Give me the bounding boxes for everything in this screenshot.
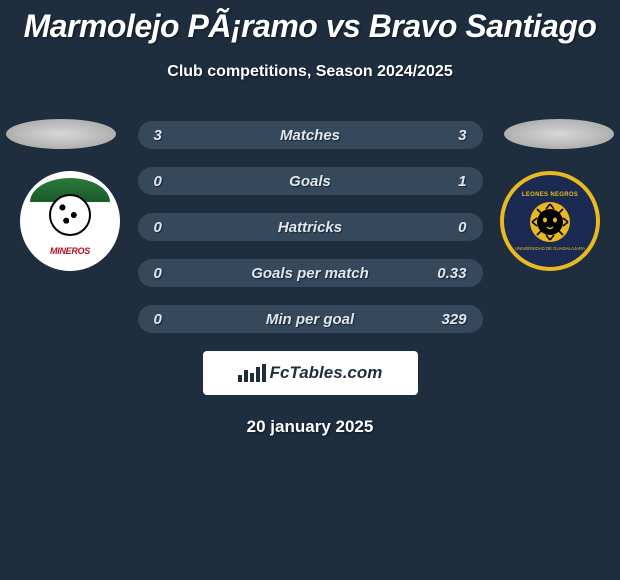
- stat-right-value: 3: [427, 127, 467, 144]
- right-shadow-ellipse: [504, 119, 614, 149]
- fctables-text: FcTables.com: [270, 363, 383, 383]
- stat-row: 0 Hattricks 0: [138, 213, 483, 241]
- stat-label: Hattricks: [278, 219, 342, 236]
- stat-label: Goals: [289, 173, 331, 190]
- stat-left-value: 3: [154, 127, 194, 144]
- leones-logo: LEONES NEGROS UNIVERSIDAD DE GUADALAJARA: [515, 186, 585, 256]
- stat-row: 0 Goals 1: [138, 167, 483, 195]
- mineros-logo: MINEROS: [27, 178, 113, 264]
- soccer-ball-icon: [49, 194, 91, 236]
- stat-right-value: 0: [427, 219, 467, 236]
- lion-face-icon: [528, 200, 572, 244]
- stat-row: 0 Min per goal 329: [138, 305, 483, 333]
- date-text: 20 january 2025: [0, 417, 620, 437]
- stat-label: Matches: [280, 127, 340, 144]
- stat-label: Min per goal: [266, 311, 354, 328]
- stat-left-value: 0: [154, 265, 194, 282]
- stat-left-value: 0: [154, 219, 194, 236]
- stat-right-value: 329: [427, 311, 467, 328]
- stat-label: Goals per match: [251, 265, 369, 282]
- leones-top-text: LEONES NEGROS: [522, 192, 578, 198]
- right-club-badge: LEONES NEGROS UNIVERSIDAD DE GUADALAJARA: [500, 171, 600, 271]
- left-shadow-ellipse: [6, 119, 116, 149]
- page-title: Marmolejo PÃ¡ramo vs Bravo Santiago: [0, 0, 620, 45]
- subtitle: Club competitions, Season 2024/2025: [0, 63, 620, 81]
- bar-chart-icon: [238, 364, 266, 382]
- stat-row: 3 Matches 3: [138, 121, 483, 149]
- left-club-badge: MINEROS: [20, 171, 120, 271]
- stat-left-value: 0: [154, 173, 194, 190]
- fctables-brand-box: FcTables.com: [203, 351, 418, 395]
- stat-left-value: 0: [154, 311, 194, 328]
- stat-right-value: 1: [427, 173, 467, 190]
- mineros-banner-text: MINEROS: [27, 246, 113, 256]
- leones-bottom-text: UNIVERSIDAD DE GUADALAJARA: [515, 246, 585, 251]
- stat-right-value: 0.33: [427, 265, 467, 282]
- stat-row: 0 Goals per match 0.33: [138, 259, 483, 287]
- stats-area: MINEROS LEONES NEGROS UNIVERSIDAD DE GUA…: [0, 121, 620, 333]
